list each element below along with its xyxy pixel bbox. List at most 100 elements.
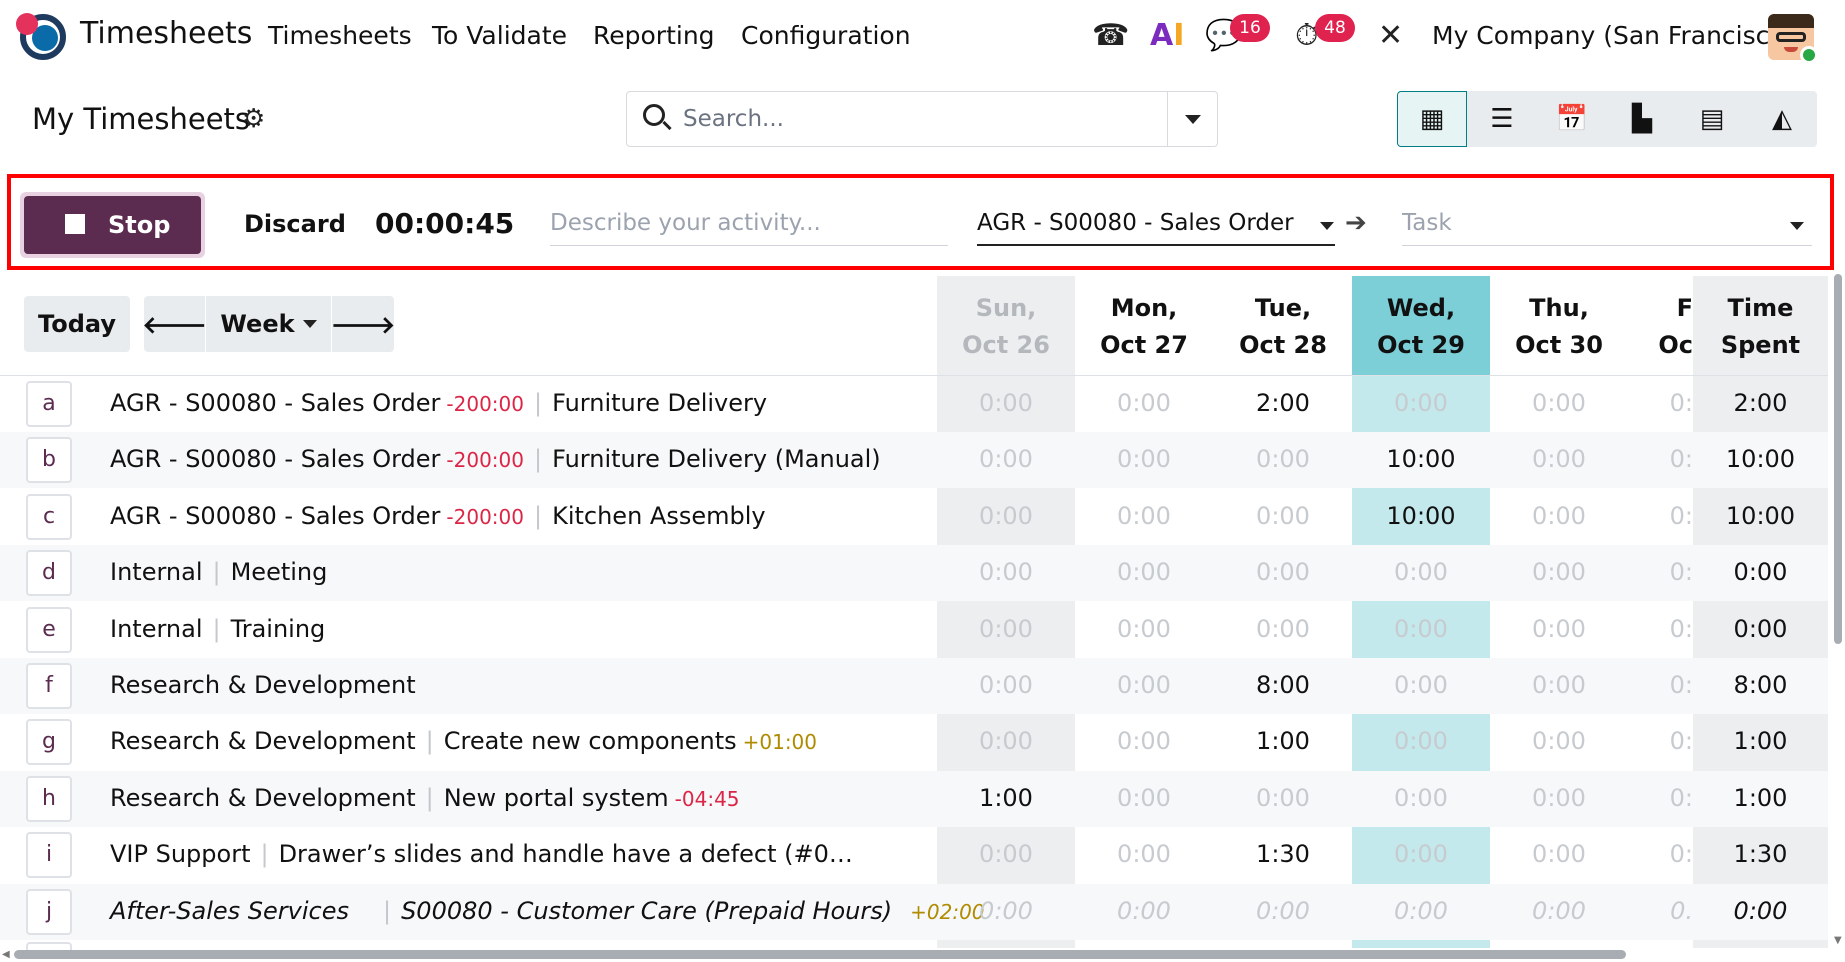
search-options-toggle[interactable] [1167, 92, 1217, 146]
hours-cell[interactable]: 0: [1669, 840, 1693, 869]
menu-timesheets[interactable]: Timesheets [268, 21, 412, 50]
hours-cell[interactable]: 0:00 [1394, 389, 1448, 417]
hours-cell[interactable]: 0: [1669, 783, 1693, 812]
hours-cell[interactable]: 2:00 [1256, 389, 1310, 417]
hours-cell[interactable]: 1:00 [1256, 727, 1310, 756]
hours-cell[interactable]: 0:00 [1394, 727, 1448, 756]
hours-cell[interactable]: 0:00 [1256, 558, 1310, 587]
table-row[interactable]: g Research & Development | Create new compo… [0, 714, 1828, 770]
timesheets-app-icon[interactable] [16, 13, 66, 60]
hours-cell[interactable]: 0:00 [1532, 783, 1586, 812]
tools-icon[interactable]: ✕ [1378, 18, 1404, 53]
table-row[interactable]: e Internal | Training 0:00 0:00 0:00 0:00 0:00 0:… [0, 602, 1828, 658]
table-row[interactable]: c AGR - S00080 - Sales Order -200:00 | Kitch… [0, 489, 1828, 545]
user-avatar[interactable] [1768, 14, 1814, 60]
next-week-button[interactable]: 🡒 [330, 310, 394, 339]
horizontal-scrollbar[interactable] [14, 950, 1626, 959]
hours-cell[interactable]: 0: [1669, 671, 1693, 699]
table-row[interactable]: a AGR - S00080 - Sales Order -200:00 | Furni… [0, 376, 1828, 432]
list-view-button[interactable]: ☰ [1467, 91, 1537, 147]
search-input[interactable]: Search... [626, 91, 1218, 147]
table-row[interactable]: h Research & Development | New portal syste… [0, 770, 1828, 827]
stop-timer-button[interactable]: Stop [20, 192, 205, 258]
hours-cell[interactable]: 0:00 [1117, 614, 1171, 643]
hours-cell[interactable]: 0:00 [1256, 501, 1310, 530]
hours-cell[interactable]: 0:00 [1532, 614, 1586, 643]
project-dropdown-caret-icon[interactable] [1320, 222, 1334, 230]
hours-cell[interactable]: 0:00 [979, 445, 1033, 474]
hours-cell[interactable]: 0:00 [1532, 727, 1586, 756]
project-select[interactable]: AGR - S00080 - Sales Order [977, 206, 1335, 246]
menu-configuration[interactable]: Configuration [741, 21, 911, 50]
hours-cell[interactable]: 0:00 [1256, 445, 1310, 474]
hours-cell[interactable]: 0:00 [979, 840, 1033, 869]
hours-cell[interactable]: 0:00 [1394, 840, 1448, 869]
hours-cell[interactable]: 0:00 [1117, 727, 1171, 756]
vertical-scrollbar[interactable] [1834, 274, 1842, 644]
menu-reporting[interactable]: Reporting [593, 21, 715, 50]
row-shortcut-key[interactable]: g [26, 719, 72, 766]
hours-cell[interactable]: 0:00 [1117, 389, 1171, 417]
hours-cell[interactable]: 0:00 [1256, 783, 1310, 812]
hours-cell[interactable]: 0:00 [1394, 783, 1448, 812]
row-shortcut-key[interactable]: h [26, 775, 72, 822]
hours-cell[interactable]: 0:00 [1256, 614, 1310, 643]
hours-cell[interactable]: 0: [1669, 614, 1693, 643]
graph-view-button[interactable]: ◭ [1747, 91, 1817, 147]
app-title[interactable]: Timesheets [80, 16, 253, 51]
hours-cell[interactable]: 0:00 [1256, 896, 1310, 925]
menu-to-validate[interactable]: To Validate [432, 21, 568, 50]
hours-cell[interactable]: 0:00 [1117, 445, 1171, 474]
hours-cell[interactable]: 0: [1669, 445, 1693, 474]
hours-cell[interactable]: 1:00 [979, 783, 1033, 812]
row-shortcut-key[interactable]: d [26, 550, 72, 597]
task-select[interactable]: Task [1402, 206, 1812, 246]
today-button[interactable]: Today [24, 296, 130, 352]
hours-cell[interactable]: 0:00 [1532, 445, 1586, 474]
hours-cell[interactable]: 0:00 [1532, 671, 1586, 699]
hours-cell[interactable]: 0:00 [1532, 896, 1586, 925]
table-row[interactable]: f Research & Development 0:00 0:00 8:00 0:00 0… [0, 658, 1828, 714]
hours-cell[interactable]: 0:00 [1532, 840, 1586, 869]
row-shortcut-key[interactable]: c [26, 493, 72, 540]
row-shortcut-key[interactable]: b [26, 437, 72, 484]
hours-cell[interactable]: 0:00 [1117, 783, 1171, 812]
row-shortcut-key[interactable]: j [26, 888, 72, 935]
hours-cell[interactable]: 0:00 [1394, 614, 1448, 643]
hours-cell[interactable]: 0: [1669, 727, 1693, 756]
hours-cell[interactable]: 10:00 [1386, 445, 1456, 474]
hours-cell[interactable]: 0: [1669, 389, 1693, 417]
hours-cell[interactable]: 0:00 [979, 727, 1033, 756]
grid-view-button[interactable]: ▦ [1397, 91, 1467, 147]
previous-week-button[interactable]: 🡐 [144, 296, 207, 352]
hours-cell[interactable]: 1:30 [1256, 840, 1310, 869]
hours-cell[interactable]: 10:00 [1386, 501, 1456, 530]
row-shortcut-key[interactable]: a [26, 381, 72, 427]
activity-clock-icon[interactable]: ⏱ [1295, 18, 1319, 53]
gear-icon[interactable]: ⚙ [242, 104, 266, 134]
hours-cell[interactable]: 0. [1670, 896, 1693, 925]
arrow-right-icon[interactable]: ➔ [1345, 208, 1367, 238]
table-row[interactable]: d Internal | Meeting 0:00 0:00 0:00 0:00 0:00 0: 0… [0, 545, 1828, 602]
table-row[interactable]: i VIP Support | Drawer’s slides and handle … [0, 827, 1828, 883]
row-shortcut-key[interactable]: i [26, 832, 72, 879]
hours-cell[interactable]: 8:00 [1256, 671, 1310, 699]
scroll-down-arrow-icon[interactable]: ▼ [1834, 935, 1842, 946]
company-switcher[interactable]: My Company (San Francisco) [1432, 21, 1795, 50]
calendar-view-button[interactable]: 📅 [1537, 91, 1607, 147]
hours-cell[interactable]: 0:00 [1117, 896, 1171, 925]
pivot-view-button[interactable]: ▤ [1677, 91, 1747, 147]
hours-cell[interactable]: 0: [1669, 501, 1693, 530]
row-shortcut-key[interactable]: e [26, 606, 72, 653]
hours-cell[interactable]: 0:00 [1394, 896, 1448, 925]
task-dropdown-caret-icon[interactable] [1790, 222, 1804, 230]
discard-button[interactable]: Discard [244, 210, 346, 238]
hours-cell[interactable]: 0:00 [1117, 671, 1171, 699]
hours-cell[interactable]: 0:00 [1532, 501, 1586, 530]
activity-description-input[interactable]: Describe your activity... [550, 206, 948, 246]
hours-cell[interactable]: 0:00 [979, 671, 1033, 699]
hours-cell[interactable]: 0:00 [979, 896, 1033, 925]
row-shortcut-key[interactable]: f [26, 663, 72, 709]
phone-icon[interactable]: ☎ [1092, 18, 1130, 53]
ai-icon[interactable]: AI [1150, 18, 1185, 53]
